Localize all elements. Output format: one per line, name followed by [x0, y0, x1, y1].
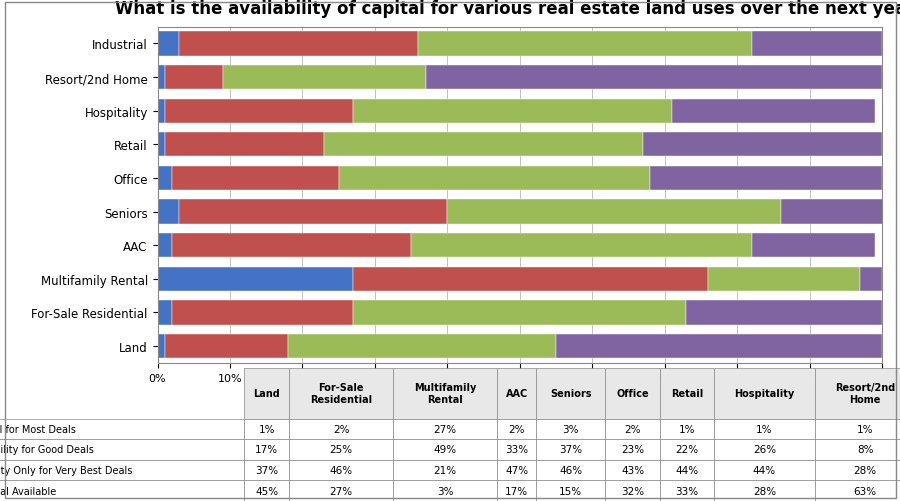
Bar: [353, 301, 687, 325]
Bar: [165, 334, 288, 359]
Bar: [556, 334, 882, 359]
Bar: [172, 233, 411, 258]
Bar: [353, 267, 708, 292]
Bar: [447, 200, 780, 224]
Bar: [860, 267, 882, 292]
Bar: [158, 99, 165, 124]
Bar: [172, 301, 353, 325]
Bar: [687, 301, 882, 325]
Title: What is the availability of capital for various real estate land uses over the n: What is the availability of capital for …: [115, 0, 900, 18]
Bar: [158, 334, 165, 359]
Bar: [158, 66, 165, 90]
Bar: [353, 99, 672, 124]
Bar: [165, 133, 324, 157]
Bar: [172, 166, 338, 191]
Bar: [158, 133, 165, 157]
Bar: [158, 267, 353, 292]
Bar: [411, 233, 752, 258]
Bar: [179, 200, 447, 224]
Bar: [158, 32, 179, 57]
Bar: [222, 66, 426, 90]
Bar: [324, 133, 643, 157]
Bar: [643, 133, 882, 157]
Bar: [165, 99, 353, 124]
Bar: [165, 66, 222, 90]
Bar: [418, 32, 752, 57]
Bar: [780, 200, 889, 224]
Bar: [158, 166, 172, 191]
Bar: [338, 166, 650, 191]
Bar: [158, 301, 172, 325]
Bar: [752, 233, 875, 258]
Bar: [650, 166, 882, 191]
Bar: [158, 233, 172, 258]
Bar: [288, 334, 556, 359]
Bar: [179, 32, 418, 57]
Bar: [158, 200, 179, 224]
Bar: [708, 267, 860, 292]
Bar: [752, 32, 882, 57]
Bar: [672, 99, 875, 124]
Bar: [426, 66, 882, 90]
